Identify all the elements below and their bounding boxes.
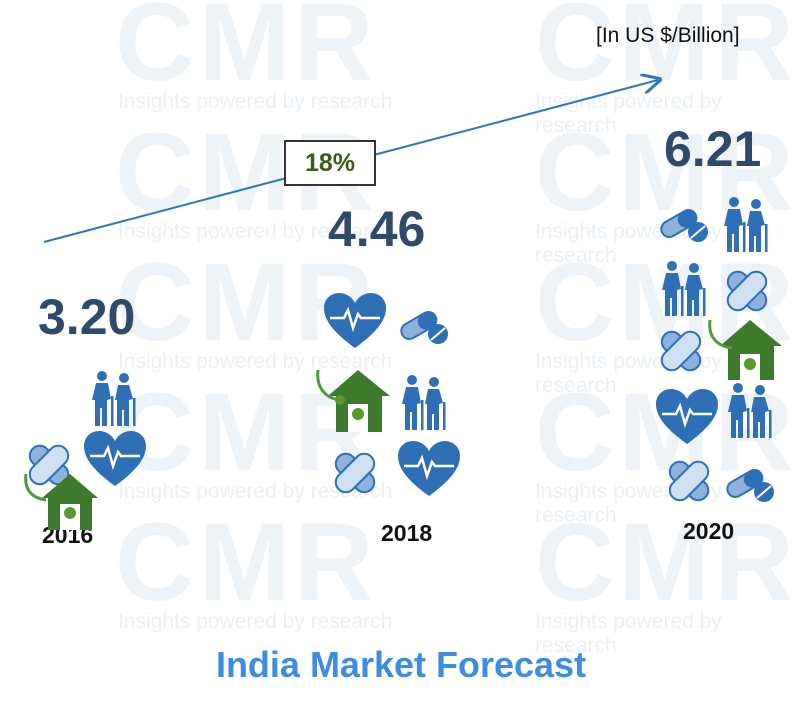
value-label-2016: 3.20 — [38, 289, 136, 345]
category-label-2020: 2020 — [683, 518, 735, 544]
elderly-icon — [662, 261, 706, 316]
bandage-icon — [334, 452, 376, 494]
heart-icon — [398, 441, 460, 496]
bandage-icon — [28, 444, 70, 486]
pill-icon — [660, 209, 708, 242]
value-label-2018: 4.46 — [328, 201, 426, 257]
bandage-icon — [668, 460, 710, 502]
heart-icon — [84, 431, 146, 486]
home-care-icon — [708, 319, 782, 380]
pill-icon — [726, 469, 774, 502]
heart-icon — [656, 389, 718, 444]
elderly-icon — [728, 383, 772, 438]
bandage-icon — [726, 270, 768, 312]
home-care-icon — [24, 473, 98, 530]
category-label-2018: 2018 — [381, 520, 433, 546]
cagr-annotation: 18% — [284, 140, 376, 186]
elderly-icon — [92, 371, 136, 426]
value-label-2020: 6.21 — [664, 121, 762, 177]
elderly-icon — [402, 375, 446, 430]
home-care-icon — [316, 369, 390, 432]
heart-icon — [324, 293, 386, 348]
bandage-icon — [660, 330, 702, 372]
elderly-icon — [724, 197, 768, 252]
chart-title: India Market Forecast — [215, 644, 587, 685]
pill-icon — [400, 311, 448, 344]
unit-label: [In US $/Billion] — [596, 24, 740, 47]
